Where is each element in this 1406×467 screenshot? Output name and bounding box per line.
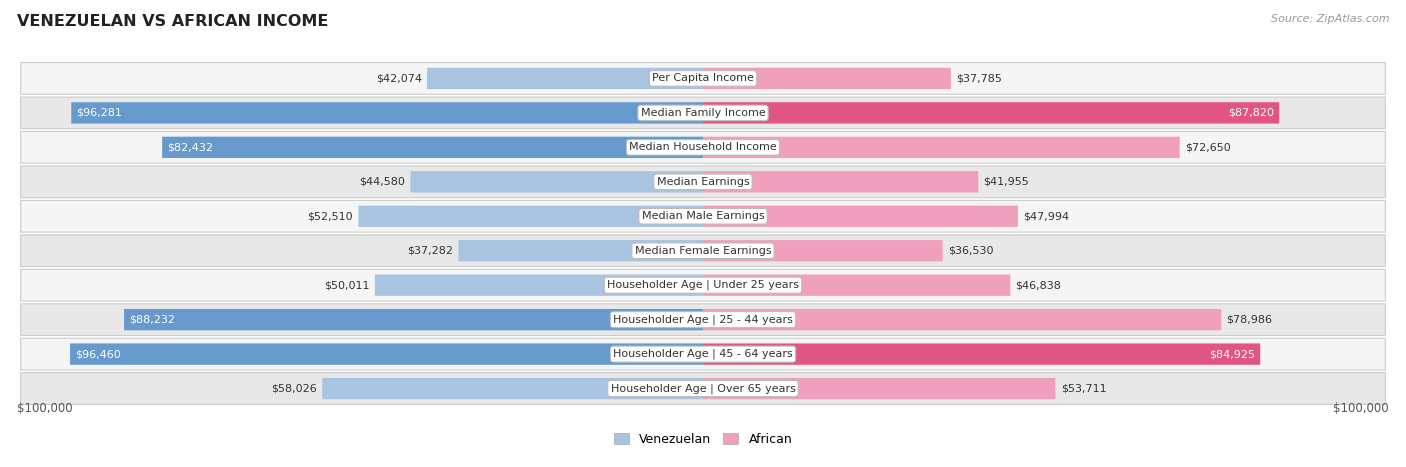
FancyBboxPatch shape: [703, 137, 1180, 158]
FancyBboxPatch shape: [703, 205, 1018, 227]
FancyBboxPatch shape: [703, 171, 979, 192]
Text: $42,074: $42,074: [375, 73, 422, 84]
Text: $84,925: $84,925: [1209, 349, 1256, 359]
Text: $58,026: $58,026: [271, 383, 316, 394]
Text: $41,955: $41,955: [984, 177, 1029, 187]
FancyBboxPatch shape: [21, 235, 1385, 267]
Text: Householder Age | Over 65 years: Householder Age | Over 65 years: [610, 383, 796, 394]
Text: Median Female Earnings: Median Female Earnings: [634, 246, 772, 256]
FancyBboxPatch shape: [411, 171, 703, 192]
Text: $96,460: $96,460: [76, 349, 121, 359]
Text: $88,232: $88,232: [129, 315, 176, 325]
Text: Median Male Earnings: Median Male Earnings: [641, 211, 765, 221]
Text: $100,000: $100,000: [1333, 402, 1389, 415]
FancyBboxPatch shape: [427, 68, 703, 89]
Text: $53,711: $53,711: [1060, 383, 1107, 394]
Text: Per Capita Income: Per Capita Income: [652, 73, 754, 84]
FancyBboxPatch shape: [359, 205, 703, 227]
Text: VENEZUELAN VS AFRICAN INCOME: VENEZUELAN VS AFRICAN INCOME: [17, 14, 328, 29]
Text: $96,281: $96,281: [76, 108, 122, 118]
FancyBboxPatch shape: [124, 309, 703, 330]
FancyBboxPatch shape: [21, 63, 1385, 94]
FancyBboxPatch shape: [375, 275, 703, 296]
FancyBboxPatch shape: [703, 102, 1279, 124]
Text: $87,820: $87,820: [1227, 108, 1274, 118]
Text: Householder Age | 25 - 44 years: Householder Age | 25 - 44 years: [613, 314, 793, 325]
FancyBboxPatch shape: [21, 166, 1385, 198]
Text: $37,282: $37,282: [408, 246, 453, 256]
FancyBboxPatch shape: [162, 137, 703, 158]
Text: $37,785: $37,785: [956, 73, 1002, 84]
FancyBboxPatch shape: [703, 275, 1011, 296]
Text: $82,432: $82,432: [167, 142, 214, 152]
Text: Householder Age | 45 - 64 years: Householder Age | 45 - 64 years: [613, 349, 793, 359]
FancyBboxPatch shape: [703, 343, 1260, 365]
Text: $44,580: $44,580: [360, 177, 405, 187]
FancyBboxPatch shape: [703, 378, 1056, 399]
Text: $50,011: $50,011: [325, 280, 370, 290]
FancyBboxPatch shape: [21, 338, 1385, 370]
Text: Median Family Income: Median Family Income: [641, 108, 765, 118]
FancyBboxPatch shape: [21, 97, 1385, 129]
Text: Median Household Income: Median Household Income: [628, 142, 778, 152]
Text: $46,838: $46,838: [1015, 280, 1062, 290]
Text: Source: ZipAtlas.com: Source: ZipAtlas.com: [1271, 14, 1389, 24]
FancyBboxPatch shape: [21, 269, 1385, 301]
Text: $78,986: $78,986: [1226, 315, 1272, 325]
Text: Householder Age | Under 25 years: Householder Age | Under 25 years: [607, 280, 799, 290]
FancyBboxPatch shape: [21, 132, 1385, 163]
FancyBboxPatch shape: [703, 309, 1222, 330]
FancyBboxPatch shape: [703, 68, 950, 89]
FancyBboxPatch shape: [72, 102, 703, 124]
Legend: Venezuelan, African: Venezuelan, African: [609, 428, 797, 451]
Text: $36,530: $36,530: [948, 246, 994, 256]
FancyBboxPatch shape: [322, 378, 703, 399]
FancyBboxPatch shape: [458, 240, 703, 262]
FancyBboxPatch shape: [21, 373, 1385, 404]
FancyBboxPatch shape: [21, 200, 1385, 232]
Text: $47,994: $47,994: [1024, 211, 1070, 221]
FancyBboxPatch shape: [21, 304, 1385, 335]
FancyBboxPatch shape: [70, 343, 703, 365]
Text: Median Earnings: Median Earnings: [657, 177, 749, 187]
Text: $100,000: $100,000: [17, 402, 73, 415]
Text: $72,650: $72,650: [1185, 142, 1230, 152]
Text: $52,510: $52,510: [308, 211, 353, 221]
FancyBboxPatch shape: [703, 240, 942, 262]
